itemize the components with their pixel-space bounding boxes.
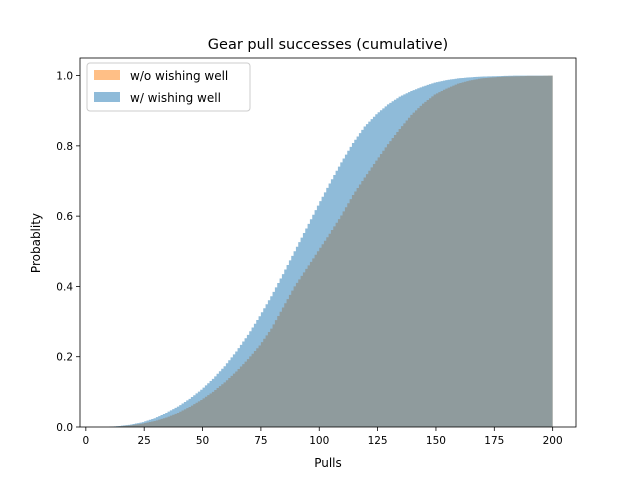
legend: w/o wishing well w/ wishing well [86,62,251,112]
x-axis-label: Pulls [314,456,342,470]
y-tick-label: 0.4 [56,281,73,293]
x-tick-label: 125 [368,435,388,447]
legend-frame [86,62,251,112]
y-tick-label: 1.0 [56,71,73,83]
y-tick-label: 0.6 [56,211,73,223]
axes: 0 25 50 75 100 125 150 175 200 0.0 0.2 0.4 0.6 0.8 1.0 [56,57,577,447]
x-tick-label: 0 [82,435,89,447]
x-tick-label: 175 [484,435,504,447]
y-tick-label: 0.8 [56,141,73,153]
legend-label-without-wishing-well: w/o wishing well [130,69,228,83]
legend-swatch-without-wishing-well [94,70,120,80]
legend-swatch-with-wishing-well [94,92,120,102]
x-tick-label: 50 [196,435,209,447]
x-tick-label: 150 [426,435,446,447]
x-tick-label: 200 [543,435,563,447]
legend-label-with-wishing-well: w/ wishing well [130,91,221,105]
x-tick-label: 25 [138,435,151,447]
y-tick-label: 0.2 [56,352,73,364]
series-fills [85,75,553,428]
x-tick-label: 75 [254,435,267,447]
y-tick-label: 0.0 [56,422,73,434]
y-axis-label: Probablity [29,213,43,273]
chart-title: Gear pull successes (cumulative) [208,37,448,53]
series-fill-with-wishing-well [85,75,553,428]
plot-frame [79,57,577,428]
x-tick-label: 100 [309,435,329,447]
